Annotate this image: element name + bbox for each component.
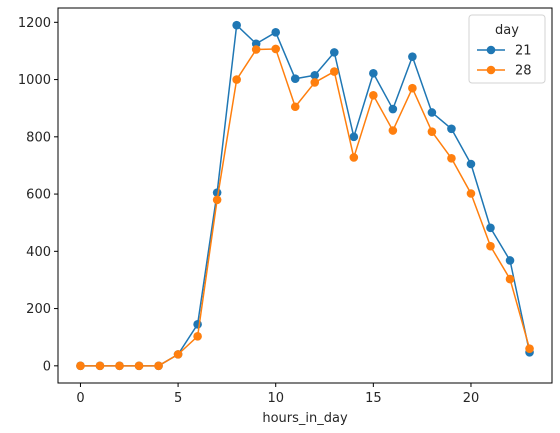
data-point [388,126,398,135]
data-point [505,274,515,284]
legend-title: day [495,23,519,38]
data-point [486,241,495,251]
data-point [193,332,202,341]
data-point [232,20,241,30]
data-point [349,153,359,162]
y-tick-label: 600 [26,188,51,203]
data-point [447,124,456,134]
data-point [154,361,163,371]
data-point [427,127,437,136]
x-tick-label: 0 [76,391,84,406]
legend-item-28: 28 [477,64,532,79]
data-point [329,48,339,57]
series-layer [76,20,534,371]
data-point [290,74,300,84]
data-point [486,223,495,233]
data-point [290,102,300,112]
data-point [271,28,281,37]
data-point [173,350,183,359]
data-point [447,153,456,163]
data-point [466,189,476,198]
y-tick-label: 800 [26,130,51,145]
data-point [525,344,534,353]
legend-label: 21 [515,44,532,59]
data-point [369,68,378,78]
x-tick-label: 15 [365,391,382,406]
data-point [408,83,417,93]
data-point [134,361,144,371]
data-point [232,75,241,84]
legend-swatch-marker [486,65,496,75]
data-point [369,91,378,100]
data-point [388,104,398,114]
y-tick-label: 1000 [18,73,51,88]
data-point [329,67,339,76]
data-point [271,44,281,54]
data-point [427,108,437,117]
legend-item-21: 21 [477,44,532,59]
data-point [76,361,85,371]
data-point [310,78,320,87]
legend-box [468,14,546,84]
legend: day 21 28 [468,14,546,84]
y-tick-label: 1200 [18,16,51,31]
y-tick-label: 0 [43,359,51,374]
data-point [115,361,124,371]
data-point [95,361,105,371]
x-tick-label: 5 [174,391,182,406]
data-point [251,45,261,54]
data-point [349,132,359,142]
data-point [466,159,476,169]
y-tick-label: 200 [26,302,51,317]
data-point [193,320,202,329]
data-point [310,70,320,80]
legend-swatch-marker [486,45,496,55]
data-point [408,52,417,61]
y-tick-label: 400 [26,245,51,260]
y-axis-ticks: 0 200 400 600 800 1000 1200 [18,16,58,374]
series-28 [76,44,534,371]
x-tick-label: 10 [267,391,284,406]
x-tick-label: 20 [463,391,480,406]
data-point [212,195,222,205]
x-axis-label: hours_in_day [262,411,348,426]
x-axis-ticks: 0 5 10 15 20 [76,383,479,406]
legend-label: 28 [515,64,532,79]
data-point [505,256,515,265]
